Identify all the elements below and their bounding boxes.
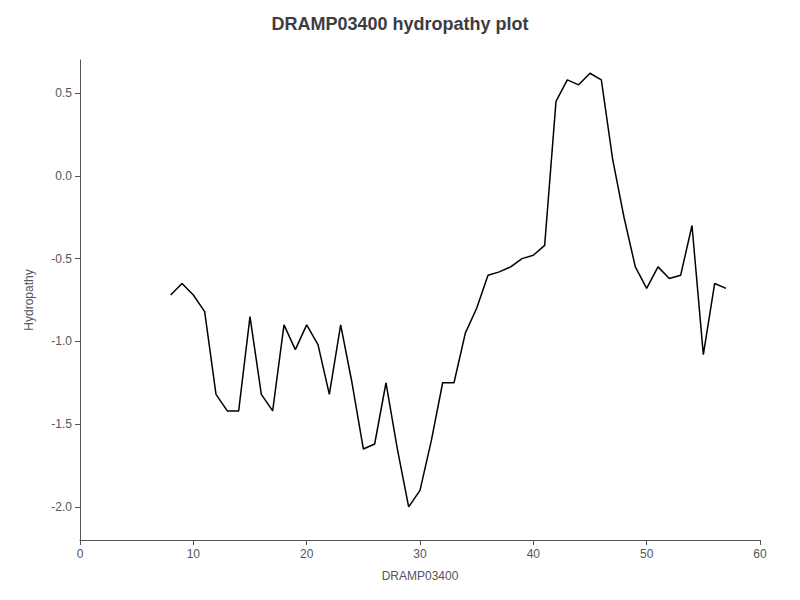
svg-text:10: 10: [187, 547, 201, 561]
svg-text:-1.0: -1.0: [51, 334, 72, 348]
svg-text:DRAMP03400: DRAMP03400: [382, 569, 459, 583]
svg-text:-1.5: -1.5: [51, 417, 72, 431]
svg-text:DRAMP03400 hydropathy plot: DRAMP03400 hydropathy plot: [271, 14, 528, 34]
svg-text:0: 0: [77, 547, 84, 561]
svg-text:0.0: 0.0: [55, 169, 72, 183]
svg-text:-2.0: -2.0: [51, 500, 72, 514]
svg-text:0.5: 0.5: [55, 86, 72, 100]
svg-text:40: 40: [527, 547, 541, 561]
svg-text:20: 20: [300, 547, 314, 561]
svg-text:Hydropathy: Hydropathy: [22, 269, 36, 330]
svg-text:60: 60: [753, 547, 767, 561]
svg-text:30: 30: [413, 547, 427, 561]
svg-text:-0.5: -0.5: [51, 252, 72, 266]
svg-text:50: 50: [640, 547, 654, 561]
